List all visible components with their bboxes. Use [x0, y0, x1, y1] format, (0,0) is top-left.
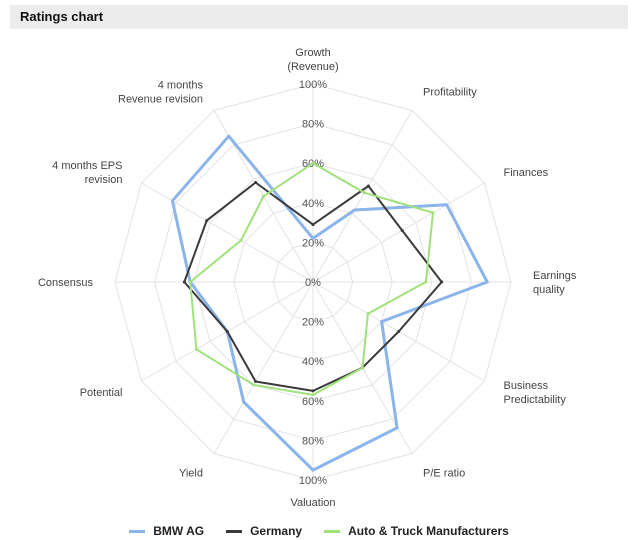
tick-label-bottom: 80%	[302, 435, 324, 447]
legend-label-auto-truck: Auto & Truck Manufacturers	[348, 524, 509, 538]
tick-label-bottom: 60%	[302, 396, 324, 408]
category-label: Potential	[80, 387, 123, 399]
data-point-auto-truck	[424, 280, 428, 284]
category-label: Earnings quality	[533, 270, 577, 296]
category-label: Consensus	[38, 277, 94, 289]
category-label: Finances	[504, 167, 549, 179]
data-point-germany	[205, 219, 209, 223]
grid-spoke	[213, 281, 314, 454]
tick-label-top: 0%	[305, 277, 321, 289]
grid-spoke	[141, 182, 314, 283]
data-point-germany	[366, 184, 370, 188]
data-point-germany	[254, 181, 258, 184]
legend-label-germany: Germany	[250, 524, 303, 538]
data-point-auto-truck	[366, 312, 370, 316]
data-point-germany	[182, 280, 186, 284]
data-point-auto-truck	[311, 161, 315, 165]
category-label: 4 months Revenue revision	[118, 80, 203, 106]
legend: BMW AG Germany Auto & Truck Manufacturer…	[0, 522, 638, 540]
chart-header: Ratings chart	[10, 5, 628, 29]
data-point-germany	[311, 223, 315, 227]
tick-label-bottom: 20%	[302, 317, 324, 329]
data-point-bmw	[395, 426, 399, 430]
data-point-auto-truck	[262, 194, 265, 198]
legend-swatch-germany	[226, 529, 243, 533]
tick-label-top: 100%	[299, 79, 327, 91]
data-point-auto-truck	[188, 280, 192, 284]
data-point-auto-truck	[363, 191, 366, 195]
data-point-auto-truck	[194, 347, 198, 351]
data-point-bmw	[170, 199, 174, 203]
category-label: Profitability	[423, 87, 477, 99]
data-point-auto-truck	[239, 238, 243, 242]
data-point-bmw	[353, 208, 357, 212]
data-point-auto-truck	[252, 383, 256, 387]
data-point-germany	[254, 380, 258, 383]
legend-swatch-bmw	[129, 529, 146, 533]
tick-label-top: 20%	[302, 237, 324, 249]
legend-item-germany[interactable]: Germany	[226, 524, 302, 538]
data-point-germany	[311, 389, 315, 393]
tick-label-bottom: 100%	[299, 475, 327, 487]
tick-label-top: 40%	[302, 198, 324, 210]
tick-label-top: 80%	[302, 119, 324, 131]
data-point-auto-truck	[361, 366, 364, 370]
grid-spoke	[312, 182, 485, 283]
data-point-bmw	[227, 134, 231, 138]
category-label: 4 months EPS revision	[52, 160, 122, 186]
data-point-bmw	[242, 400, 246, 404]
tick-label-bottom: 40%	[302, 356, 324, 368]
legend-label-bmw: BMW AG	[153, 524, 205, 538]
data-point-bmw	[311, 236, 315, 240]
category-label: Valuation	[290, 497, 335, 509]
data-point-bmw	[380, 320, 384, 324]
data-point-germany	[440, 280, 444, 284]
category-label: P/E ratio	[423, 468, 465, 480]
category-label: Yield	[179, 468, 203, 480]
data-point-bmw	[311, 468, 315, 472]
data-point-auto-truck	[431, 211, 435, 215]
data-point-bmw	[485, 280, 489, 284]
grid-spoke	[312, 110, 413, 283]
legend-item-auto-truck[interactable]: Auto & Truck Manufacturers	[324, 524, 509, 538]
legend-swatch-auto-truck	[324, 529, 341, 533]
data-point-germany	[400, 229, 404, 232]
legend-item-bmw[interactable]: BMW AG	[129, 524, 204, 538]
chart-title: Ratings chart	[20, 9, 104, 24]
data-point-germany	[397, 330, 401, 333]
data-point-germany	[225, 330, 229, 333]
category-label: Growth (Revenue)	[287, 47, 338, 73]
data-point-auto-truck	[311, 393, 315, 397]
category-label: Business Predictability	[504, 380, 567, 406]
series-line-bmw	[170, 134, 489, 472]
data-point-bmw	[445, 203, 449, 207]
